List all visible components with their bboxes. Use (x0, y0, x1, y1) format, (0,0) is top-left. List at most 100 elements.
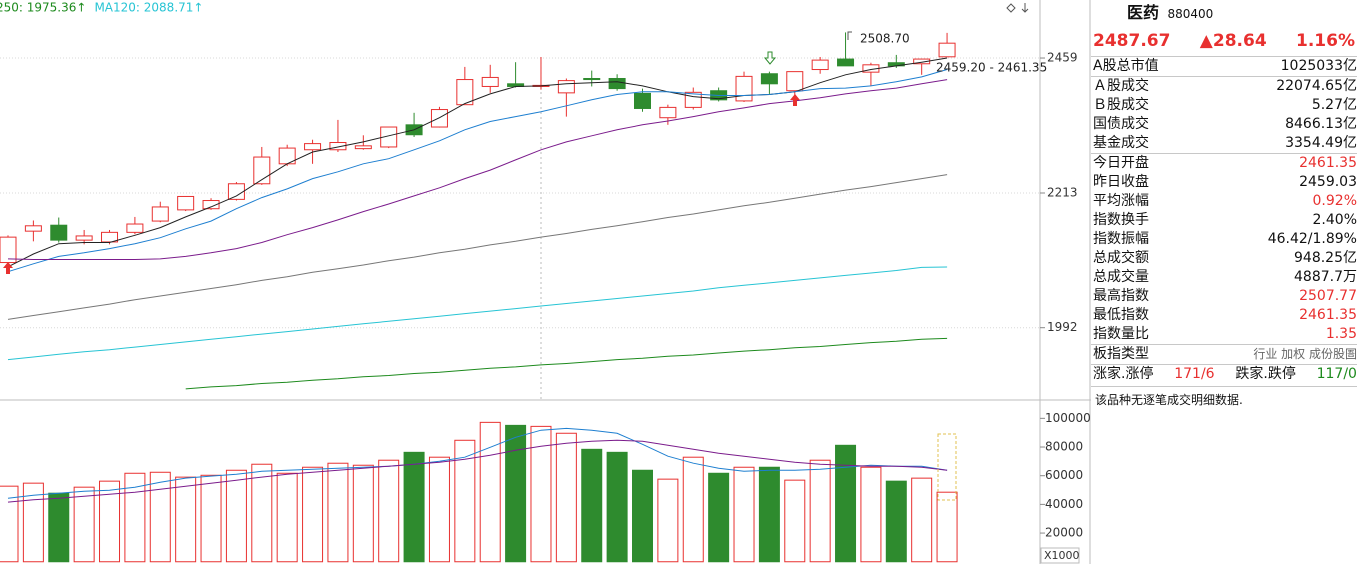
candle-body (786, 71, 804, 92)
candle-body (913, 58, 931, 65)
stat-label: 最高指数 (1093, 288, 1149, 304)
stat-label: 国债成交 (1093, 116, 1149, 132)
volume-bar (99, 480, 121, 563)
forecast-box (937, 433, 957, 501)
volume-bar (403, 451, 425, 563)
stat-value: 2.40% (1312, 212, 1357, 228)
volume-bar (479, 421, 501, 563)
stat-label: 板指类型 (1093, 346, 1149, 362)
stat-value: 2461.35 (1299, 155, 1357, 171)
candle-body (304, 143, 322, 151)
volume-bar (606, 451, 628, 563)
candle-body (354, 145, 372, 150)
stat-label: 总成交量 (1093, 269, 1149, 285)
stat-label: Ｂ股成交 (1093, 97, 1149, 113)
stat-row: 指数振幅 46.42/1.89% (1091, 230, 1357, 249)
y-tick-label: 20000 (1045, 526, 1083, 540)
candle-body (583, 77, 601, 81)
ma-line (7, 439, 948, 503)
stat-label: Ａ股成交 (1093, 78, 1149, 94)
stat-row: 最高指数 2507.77 (1091, 287, 1357, 306)
marks: 1992 2213 2459 20000 40000 60000 80000 100000 25… (0, 1, 1091, 563)
candle-body (329, 142, 347, 151)
stat-row: 基金成交 3354.49亿 (1091, 134, 1357, 153)
candle-body (75, 235, 93, 241)
stat-value: 5.27亿 (1311, 97, 1357, 113)
candle-body (481, 76, 499, 87)
note: 该品种无逐笔成交明细数据. (1091, 386, 1357, 412)
stat-label: 指数换手 (1093, 212, 1149, 228)
volume-bar (200, 474, 222, 563)
stat-value: 1025033亿 (1280, 58, 1357, 74)
volume-bar (302, 466, 324, 563)
volume-bar (860, 466, 882, 563)
volume-bar (530, 425, 552, 563)
volume-bar (505, 424, 527, 563)
y-tick-label: 40000 (1045, 497, 1083, 511)
y-tick-label: 2459 (1047, 51, 1078, 65)
unit-box (1040, 547, 1080, 564)
stat-value: 2507.77 (1299, 288, 1357, 304)
change: ▲28.64 (1199, 31, 1267, 51)
volume-bar (733, 466, 755, 563)
stat-value: 行业 加权 成份股圄 (1253, 347, 1357, 361)
volume-bar (682, 456, 704, 563)
ma-line (7, 427, 948, 499)
volume-bar (708, 472, 730, 563)
stat-value: 948.25亿 (1294, 250, 1357, 266)
stat-row: Ｂ股成交 5.27亿 (1091, 96, 1357, 115)
volume-bar (657, 478, 679, 563)
volume-bar (327, 462, 349, 563)
stat-row: 国债成交 8466.13亿 (1091, 115, 1357, 134)
candle-body (177, 195, 195, 211)
candle-body (151, 206, 169, 222)
candle-body (50, 224, 68, 241)
unit-label: X1000 (1044, 549, 1080, 562)
y-tick-label: 2213 (1047, 185, 1078, 199)
candle-body (760, 73, 778, 85)
stat-value: 3354.49亿 (1285, 135, 1357, 151)
breadth-item: 117/0 (1316, 366, 1357, 382)
volume-bar (835, 444, 857, 563)
stat-row: 指数换手 2.40% (1091, 211, 1357, 230)
candle-body (24, 225, 42, 232)
stat-row: A股总市值 1025033亿 (1091, 56, 1357, 76)
volume-bar (454, 439, 476, 563)
legend-entry: MA120: 2088.71↑ (94, 1, 203, 15)
candle-body (659, 106, 677, 119)
stat-row: 总成交额 948.25亿 (1091, 249, 1357, 268)
breadth-item: 涨家.涨停 (1093, 366, 1154, 382)
y-tick-label: 1992 (1047, 320, 1078, 334)
stat-row: Ａ股成交 22074.65亿 (1091, 76, 1357, 96)
volume-bar (0, 485, 19, 563)
stat-row: 指数量比 1.35 (1091, 325, 1357, 344)
quote: 2487.67 ▲28.64 1.16% (1091, 26, 1357, 56)
y-tick-label: 100000 (1045, 411, 1091, 425)
stat-value: 8466.13亿 (1285, 116, 1357, 132)
candle-body (634, 92, 651, 109)
volume-bar (251, 463, 273, 563)
breadth: 涨家.涨停 171/6 跌家.跌停 117/0 (1091, 364, 1357, 386)
candle-body (608, 77, 626, 90)
volume-bar (555, 432, 577, 563)
ma-line (7, 79, 948, 260)
ma-line (7, 57, 948, 268)
volume-bar (225, 469, 247, 563)
volume-bar (276, 472, 298, 563)
volume-bar (758, 466, 780, 563)
stat-row: 板指类型 行业 加权 成份股圄 (1091, 344, 1357, 364)
volume-bar (428, 456, 450, 563)
price: 2487.67 (1093, 31, 1171, 51)
stat-value: 46.42/1.89% (1267, 231, 1357, 247)
volume-bar (911, 477, 933, 563)
candle-body (837, 58, 855, 67)
icon-down[interactable] (1021, 3, 1029, 13)
high-annotation: 2508.70 (860, 32, 910, 46)
stat-row: 今日开盘 2461.35 (1091, 153, 1357, 173)
candle-body (101, 231, 119, 243)
icon-diamond[interactable] (1006, 3, 1016, 13)
sell-signal (763, 51, 777, 65)
volume-bar (73, 486, 95, 563)
candle-body (430, 109, 448, 128)
stat-label: 指数振幅 (1093, 231, 1149, 247)
